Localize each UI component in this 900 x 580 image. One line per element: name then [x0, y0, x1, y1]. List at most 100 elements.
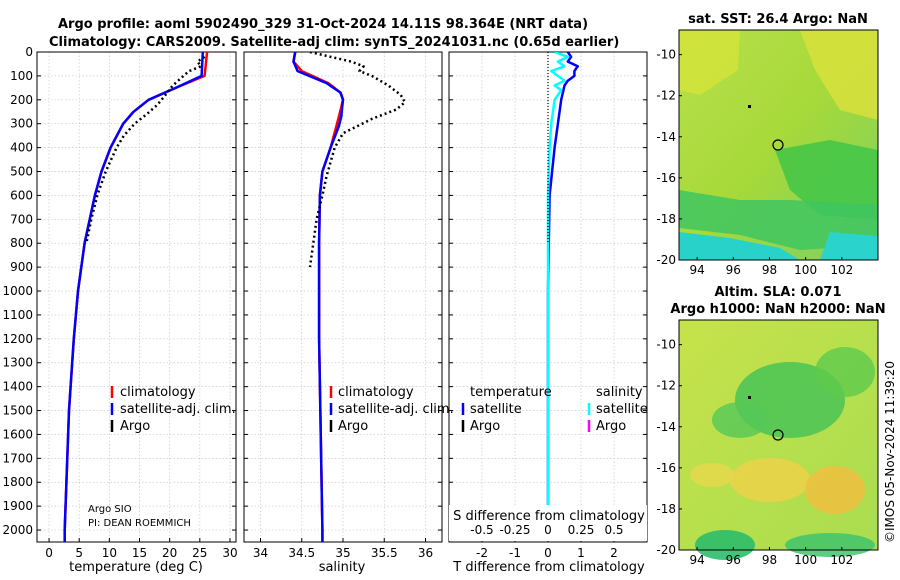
- legend-t-argo-label: Argo: [470, 419, 500, 434]
- series-line-satellite-adj-clim-: [63, 52, 205, 542]
- depth-tick-label: 1000: [2, 284, 33, 298]
- lat-tick-label: -16: [656, 461, 676, 475]
- depth-tick-label: 500: [10, 165, 33, 179]
- series-line-temperature-satellite: [546, 52, 579, 530]
- sla-low-patch-sw: [695, 530, 755, 560]
- sla-high-patch: [730, 458, 810, 502]
- x-tick-label: 0: [45, 546, 53, 560]
- difference-panel: -2 -1 0 1 2 S difference from climatology -0…: [448, 51, 648, 575]
- imos-watermark: ©IMOS 05-Nov-2024 11:39:20: [883, 361, 897, 543]
- series-line-salinity-satellite: [546, 52, 570, 530]
- lon-tick-label: 94: [689, 263, 704, 277]
- lat-tick-label: -10: [656, 338, 676, 352]
- legend-t-satellite-label: satellite: [470, 402, 522, 417]
- legend-satellite-label: satellite-adj. clim.: [338, 402, 454, 417]
- top-x-tick-label: 0.5: [604, 523, 623, 537]
- salinity-xlabel: salinity: [319, 560, 366, 575]
- lat-tick-label: -10: [656, 48, 676, 62]
- legend-climatology-label: climatology: [120, 385, 196, 400]
- lon-tick-label: 94: [689, 553, 704, 567]
- sla-map-title-line1: Altim. SLA: 0.071: [715, 285, 842, 300]
- temperature-xlabel: temperature (deg C): [69, 560, 203, 575]
- x-tick-label: 1: [577, 546, 585, 560]
- top-x-tick-label: 0.25: [568, 523, 595, 537]
- legend-s-satellite-label: satellite: [596, 402, 648, 417]
- lon-tick-label: 100: [794, 263, 817, 277]
- sla-map-field: [690, 347, 875, 560]
- sst-map-title: sat. SST: 26.4 Argo: NaN: [688, 12, 868, 27]
- temperature-axes-frame: [36, 51, 237, 543]
- sla-argo-marker: [772, 429, 784, 441]
- lon-tick-label: 98: [762, 553, 777, 567]
- depth-tick-label: 200: [10, 93, 33, 107]
- lat-tick-label: -20: [656, 543, 676, 557]
- top-x-tick-label: 0: [544, 523, 552, 537]
- sla-low-patch-s: [785, 533, 875, 557]
- x-tick-label: 2: [610, 546, 618, 560]
- salinity-legend: climatology satellite-adj. clim. Argo: [329, 385, 454, 434]
- depth-tick-label: 300: [10, 117, 33, 131]
- x-tick-label: 36: [418, 546, 433, 560]
- lon-tick-label: 96: [726, 263, 741, 277]
- sla-high-patch-e: [805, 466, 865, 514]
- sst-cyan-patch-east: [820, 232, 878, 260]
- legend-argo-label: Argo: [120, 419, 150, 434]
- depth-tick-label: 1800: [2, 475, 33, 489]
- sst-float-track: [748, 105, 751, 108]
- lon-tick-label: 102: [830, 263, 853, 277]
- difference-legend: temperature satellite Argo salinity sate…: [461, 385, 648, 434]
- depth-tick-label: 400: [10, 141, 33, 155]
- sst-cool-band: [679, 190, 878, 250]
- depth-tick-label: 900: [10, 260, 33, 274]
- depth-tick-label: 700: [10, 212, 33, 226]
- x-tick-label: 35: [335, 546, 350, 560]
- lon-tick-label: 102: [830, 553, 853, 567]
- temperature-legend: climatology satellite-adj. clim. Argo: [110, 385, 236, 434]
- sla-map-frame: [678, 319, 879, 551]
- sla-map-panel: Altim. SLA: 0.071 Argo h1000: NaN h2000:…: [656, 285, 885, 567]
- series-line-argo: [308, 52, 407, 268]
- legend-climatology-label: climatology: [338, 385, 414, 400]
- lat-tick-label: -18: [656, 502, 676, 516]
- depth-tick-label: 1200: [2, 332, 33, 346]
- lon-tick-label: 98: [762, 263, 777, 277]
- depth-tick-label: 800: [10, 236, 33, 250]
- sst-argo-marker: [772, 139, 784, 151]
- lat-tick-label: -12: [656, 379, 676, 393]
- x-tick-label: -1: [509, 546, 521, 560]
- depth-tick-label: 1400: [2, 380, 33, 394]
- top-x-tick-label: -0.25: [499, 523, 530, 537]
- lon-tick-label: 100: [794, 553, 817, 567]
- depth-tick-label: 2000: [2, 523, 33, 537]
- lat-tick-label: -14: [656, 130, 676, 144]
- sla-low-patch-ne: [815, 347, 875, 397]
- depth-tick-label: 600: [10, 188, 33, 202]
- legend-argo-label: Argo: [338, 419, 368, 434]
- lat-tick-label: -20: [656, 253, 676, 267]
- temperature-panel: 0100200300400500600700800900100011001200…: [2, 45, 237, 575]
- credit-line1: Argo SIO: [88, 504, 132, 515]
- lat-tick-label: -14: [656, 420, 676, 434]
- sst-map-panel: sat. SST: 26.4 Argo: NaN 94 96 98 100 102 -10…: [656, 12, 879, 277]
- legend-salinity-title: salinity: [596, 385, 643, 400]
- x-tick-label: 15: [132, 546, 147, 560]
- depth-tick-label: 1700: [2, 451, 33, 465]
- figure-title-line1: Argo profile: aoml 5902490_329 31-Oct-20…: [58, 17, 588, 32]
- x-tick-label: 30: [222, 546, 237, 560]
- series-line-climatology: [63, 52, 209, 542]
- depth-tick-label: 1100: [2, 308, 33, 322]
- sla-high-patch-w: [690, 463, 734, 487]
- sst-cyan-patch: [679, 232, 800, 260]
- legend-s-argo-label: Argo: [596, 419, 626, 434]
- lat-tick-label: -16: [656, 171, 676, 185]
- sla-float-track: [748, 396, 751, 399]
- legend-temperature-title: temperature: [470, 385, 552, 400]
- x-tick-label: 0: [544, 546, 552, 560]
- lat-tick-label: -12: [656, 89, 676, 103]
- difference-top-xlabel: S difference from climatology: [453, 509, 645, 524]
- x-tick-label: 34.5: [288, 546, 315, 560]
- sla-low-patch-w: [712, 402, 768, 438]
- difference-top-axis-box: [449, 505, 647, 541]
- x-tick-label: 5: [75, 546, 83, 560]
